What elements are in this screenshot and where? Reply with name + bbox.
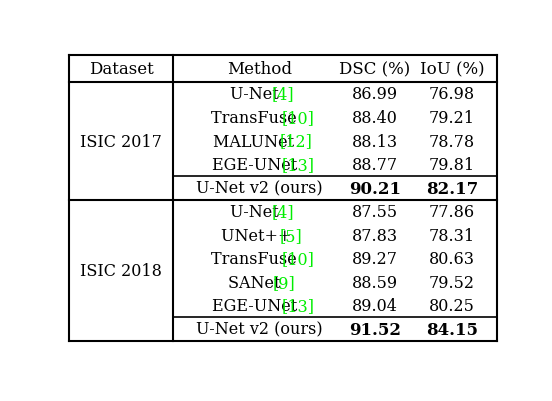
Text: 91.52: 91.52: [349, 321, 401, 338]
Text: IoU (%): IoU (%): [420, 61, 484, 78]
Text: SANet: SANet: [228, 274, 286, 291]
Text: U-Net: U-Net: [230, 204, 284, 221]
Text: 88.77: 88.77: [352, 157, 398, 174]
Text: [4]: [4]: [272, 86, 294, 103]
Text: ISIC 2017: ISIC 2017: [80, 133, 162, 150]
Text: 80.63: 80.63: [429, 251, 475, 267]
Text: U-Net: U-Net: [230, 86, 284, 103]
Text: [13]: [13]: [282, 157, 315, 174]
Text: 78.78: 78.78: [429, 133, 475, 150]
Text: [12]: [12]: [280, 133, 313, 150]
Text: U-Net v2 (ours): U-Net v2 (ours): [196, 321, 323, 338]
Text: 76.98: 76.98: [429, 86, 475, 103]
Text: 88.59: 88.59: [352, 274, 398, 291]
Text: [5]: [5]: [280, 227, 302, 244]
Text: UNet++: UNet++: [221, 227, 297, 244]
Text: Dataset: Dataset: [89, 61, 153, 78]
Text: 88.13: 88.13: [352, 133, 398, 150]
Text: DSC (%): DSC (%): [339, 61, 411, 78]
Text: ISIC 2018: ISIC 2018: [80, 262, 162, 279]
Text: [10]: [10]: [282, 251, 315, 267]
Text: 88.40: 88.40: [352, 110, 398, 127]
Text: TransFuse: TransFuse: [211, 110, 302, 127]
Text: 79.21: 79.21: [429, 110, 475, 127]
Text: MALUNet: MALUNet: [213, 133, 300, 150]
Text: TransFuse: TransFuse: [211, 251, 302, 267]
Text: 89.27: 89.27: [352, 251, 398, 267]
Text: [10]: [10]: [282, 110, 315, 127]
Text: 77.86: 77.86: [429, 204, 475, 221]
Text: 86.99: 86.99: [352, 86, 398, 103]
Text: 79.81: 79.81: [429, 157, 475, 174]
Text: 78.31: 78.31: [429, 227, 475, 244]
Text: [13]: [13]: [282, 298, 315, 314]
Text: U-Net v2 (ours): U-Net v2 (ours): [196, 180, 323, 197]
Text: 87.83: 87.83: [352, 227, 398, 244]
Text: 89.04: 89.04: [352, 298, 398, 314]
Text: 82.17: 82.17: [426, 180, 478, 197]
Text: [4]: [4]: [272, 204, 294, 221]
Text: 80.25: 80.25: [429, 298, 475, 314]
Text: Method: Method: [227, 61, 292, 78]
Text: 79.52: 79.52: [429, 274, 475, 291]
Text: EGE-UNet: EGE-UNet: [211, 157, 302, 174]
Text: 84.15: 84.15: [426, 321, 478, 338]
Text: [9]: [9]: [273, 274, 296, 291]
Text: 90.21: 90.21: [349, 180, 401, 197]
Text: EGE-UNet: EGE-UNet: [211, 298, 302, 314]
Text: 87.55: 87.55: [352, 204, 398, 221]
